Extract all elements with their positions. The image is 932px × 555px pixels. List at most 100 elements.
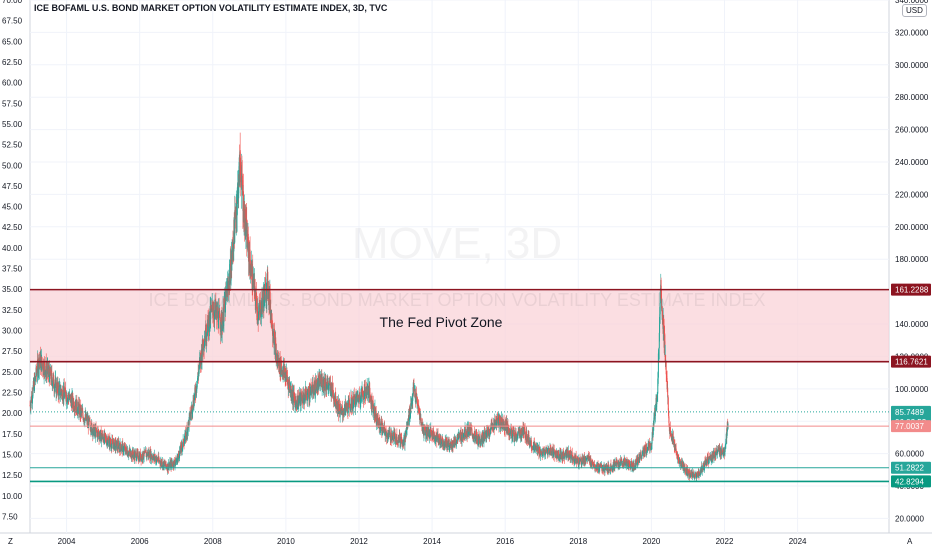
candle-body: [489, 434, 491, 436]
candle-body: [234, 210, 236, 243]
candle-body: [56, 383, 58, 393]
candle-body: [438, 435, 440, 438]
watermark: MOVE, 3D ICE BOFAML U.S. BOND MARKET OPT…: [148, 219, 765, 310]
candle-body: [465, 436, 467, 438]
candle-body: [37, 368, 39, 374]
candle-body: [313, 389, 315, 395]
candle-body: [152, 457, 154, 459]
candle-body: [68, 398, 70, 400]
candle-body: [694, 476, 696, 479]
candle-body: [534, 442, 536, 452]
candle-body: [191, 405, 193, 414]
left-price-axis[interactable]: 7.50 10.00 12.50 15.00 17.50 20.00 22.50 25.00 2…: [2, 0, 23, 521]
candle-body: [635, 458, 637, 462]
candle-body: [271, 313, 273, 328]
level-lines[interactable]: [30, 288, 889, 483]
candle-body: [222, 307, 224, 327]
candle-body: [338, 411, 340, 414]
right-tick-label: 140.0000: [895, 320, 929, 329]
candle-body: [297, 403, 299, 407]
candle-body: [634, 465, 636, 469]
candle-body: [245, 229, 247, 233]
candle-body: [717, 448, 719, 451]
candle-body: [662, 318, 664, 329]
candle-body: [718, 448, 720, 453]
candle-body: [243, 222, 245, 223]
candle-body: [308, 392, 310, 399]
candle-body: [256, 299, 258, 312]
candle-body: [369, 387, 371, 395]
currency-badge[interactable]: USD: [902, 4, 927, 17]
candle-body: [198, 361, 200, 369]
candle-body: [631, 464, 633, 466]
candle-body: [671, 434, 673, 438]
candle-body: [619, 466, 621, 468]
candle-body: [560, 452, 562, 460]
candle-body: [379, 427, 381, 430]
candle-body: [550, 448, 552, 454]
candle-body: [611, 466, 613, 471]
candle-body: [115, 446, 117, 448]
candle-body: [74, 407, 76, 411]
left-tick-label: 55.00: [2, 120, 23, 129]
candle-body: [164, 461, 166, 464]
candle-body: [606, 466, 608, 472]
candle-body: [677, 456, 679, 459]
candle-body: [661, 310, 663, 316]
candle-body: [444, 445, 446, 448]
candle-body: [177, 457, 179, 463]
time-axis[interactable]: 2004 2006 2008 2010 2012 2014 2016 2018 2020 2022…: [58, 537, 807, 546]
candle-body: [686, 467, 688, 474]
candle-body: [533, 442, 535, 444]
candle-body: [504, 425, 506, 431]
candle-body: [399, 433, 401, 442]
candle-body: [584, 456, 586, 461]
candle-body: [387, 437, 389, 438]
candle-body: [31, 395, 33, 402]
candle-body: [667, 387, 669, 398]
candle-body: [487, 431, 489, 434]
candle-body: [68, 398, 70, 402]
candle-body: [571, 452, 573, 461]
candle-body: [604, 468, 606, 473]
candle-body: [417, 404, 419, 407]
candle-body: [252, 287, 254, 289]
candle-body: [357, 394, 359, 397]
candle-body: [629, 463, 631, 465]
left-corner-z[interactable]: Z: [8, 537, 13, 546]
right-price-axis[interactable]: 20.000040.000060.000080.0000100.0000120.…: [895, 0, 929, 523]
candle-body: [107, 439, 109, 444]
candle-body: [310, 384, 312, 391]
candle-body: [181, 447, 183, 451]
candle-body: [515, 434, 517, 439]
candle-body: [404, 434, 406, 446]
candle-body: [360, 394, 362, 402]
candle-body: [482, 431, 484, 442]
candle-body: [514, 433, 516, 438]
candle-body: [674, 444, 676, 450]
candle-body: [242, 191, 244, 223]
candle-body: [275, 340, 277, 344]
candle-body: [45, 362, 47, 377]
candle-body: [457, 436, 459, 439]
candle-body: [697, 471, 699, 478]
right-corner-a[interactable]: A: [907, 537, 913, 546]
candle-body: [43, 363, 45, 373]
candle-body: [340, 407, 342, 410]
candle-body: [212, 302, 214, 309]
candle-body: [578, 458, 580, 466]
candle-body: [575, 455, 577, 461]
annotation-fed-pivot-zone[interactable]: The Fed Pivot Zone: [380, 314, 503, 330]
candle-body: [569, 450, 571, 459]
candle-body: [633, 468, 635, 470]
candle-body: [603, 465, 605, 469]
candle-body: [187, 428, 189, 435]
candle-body: [697, 477, 699, 478]
candle-body: [89, 425, 91, 431]
candle-body: [294, 397, 296, 401]
candle-body: [397, 441, 399, 443]
candle-body: [60, 389, 62, 393]
candle-body: [468, 424, 470, 432]
